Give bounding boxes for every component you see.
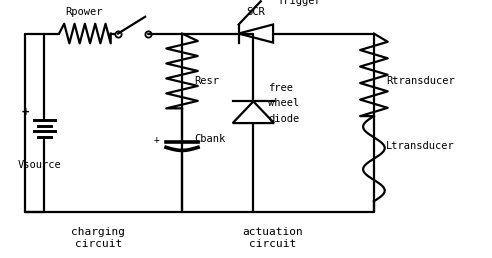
Text: circuit: circuit <box>249 239 297 249</box>
Text: Trigger: Trigger <box>278 0 322 6</box>
Text: Resr: Resr <box>194 76 219 86</box>
Text: charging: charging <box>71 227 125 237</box>
Text: actuation: actuation <box>243 227 304 237</box>
Text: +: + <box>154 135 159 145</box>
Text: Rtransducer: Rtransducer <box>386 76 455 86</box>
Text: Vsource: Vsource <box>18 160 61 170</box>
Text: SCR: SCR <box>246 7 265 17</box>
Text: Rpower: Rpower <box>65 7 102 17</box>
Text: +: + <box>22 106 30 119</box>
Text: Cbank: Cbank <box>194 134 226 144</box>
Text: circuit: circuit <box>75 239 122 249</box>
Text: free: free <box>268 83 293 93</box>
Text: wheel: wheel <box>268 98 300 108</box>
Text: Ltransducer: Ltransducer <box>386 141 455 151</box>
Text: diode: diode <box>268 114 300 124</box>
